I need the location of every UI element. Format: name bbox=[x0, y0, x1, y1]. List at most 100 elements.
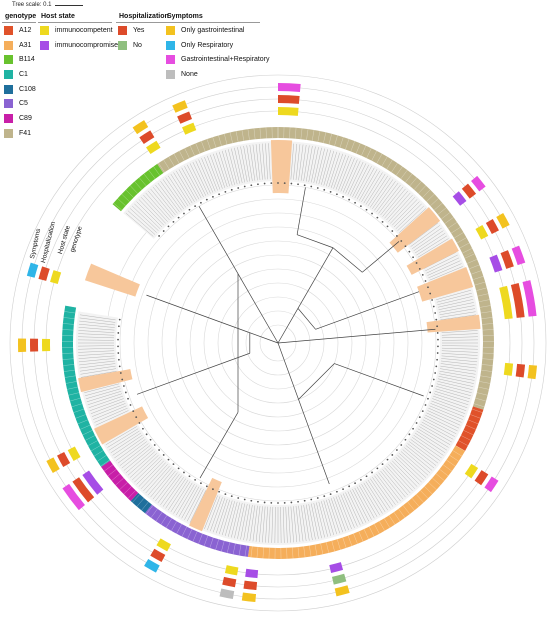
tip-node bbox=[335, 193, 338, 196]
tip-label bbox=[378, 472, 401, 502]
tip-label bbox=[216, 152, 228, 188]
genotype-tick bbox=[476, 392, 488, 396]
genotype-tick bbox=[475, 397, 487, 402]
tip-label bbox=[397, 205, 424, 231]
genotype-tick bbox=[165, 518, 172, 528]
genotype-tick bbox=[471, 408, 483, 413]
tip-label bbox=[419, 426, 451, 445]
tip-label bbox=[354, 166, 372, 199]
genotype-tick bbox=[342, 537, 347, 549]
tip-node bbox=[434, 372, 437, 374]
genotype-tick bbox=[435, 473, 445, 481]
tip-label bbox=[79, 363, 116, 369]
genotype-tick bbox=[218, 135, 222, 146]
tip-node bbox=[365, 475, 368, 478]
genotype-tick bbox=[400, 169, 408, 179]
tip-label bbox=[439, 311, 476, 318]
tip-label bbox=[94, 407, 128, 423]
genotype-tick bbox=[224, 133, 228, 145]
tip-label bbox=[367, 175, 388, 207]
tip-label bbox=[303, 504, 310, 541]
tip-label bbox=[237, 503, 245, 539]
tip-label bbox=[78, 333, 115, 336]
tip-label bbox=[426, 412, 460, 429]
tip-label bbox=[150, 469, 174, 498]
genotype-tick bbox=[209, 537, 214, 549]
tip-label bbox=[365, 481, 386, 512]
tip-node bbox=[371, 212, 373, 215]
legend-label: Gastrointestinal+Respiratory bbox=[181, 56, 270, 64]
tip-node bbox=[132, 410, 135, 413]
tip-label bbox=[397, 455, 424, 481]
genotype-tick bbox=[153, 166, 160, 176]
genotype-tick bbox=[69, 397, 81, 402]
genotype-tick bbox=[262, 547, 264, 559]
tip-node bbox=[431, 299, 434, 301]
tip-label bbox=[85, 388, 121, 399]
tip-label bbox=[338, 495, 352, 530]
legend-label: Only Respiratory bbox=[181, 41, 234, 49]
tree-branch bbox=[199, 273, 239, 479]
tip-node bbox=[421, 273, 424, 276]
tip-label bbox=[290, 506, 294, 543]
genotype-tick bbox=[155, 512, 163, 522]
genotype-tick bbox=[62, 358, 74, 360]
tip-label bbox=[79, 320, 116, 326]
genotype-tick bbox=[432, 477, 441, 486]
genotype-tick bbox=[92, 232, 103, 239]
genotype-tick bbox=[203, 535, 209, 547]
tip-label bbox=[116, 439, 146, 461]
tip-label bbox=[412, 227, 442, 249]
genotype-segment-gap bbox=[65, 204, 121, 308]
genotype-tick bbox=[460, 435, 471, 441]
legend-label: No bbox=[133, 41, 142, 49]
legend-swatch bbox=[166, 40, 175, 50]
genotype-tick bbox=[179, 150, 185, 161]
legend-item-b114: B114 bbox=[2, 52, 36, 67]
tip-label bbox=[274, 506, 276, 543]
tip-label bbox=[147, 190, 172, 219]
tip-label bbox=[340, 494, 355, 528]
tip-label bbox=[335, 155, 349, 190]
tip-label bbox=[109, 430, 140, 451]
tip-label bbox=[78, 353, 115, 356]
tip-node bbox=[435, 365, 438, 368]
tip-label bbox=[246, 504, 253, 541]
tip-label bbox=[361, 484, 380, 516]
legend-swatch bbox=[4, 55, 13, 65]
metadata-mark bbox=[182, 122, 197, 135]
tip-label bbox=[441, 339, 478, 341]
metadata-mark bbox=[485, 219, 499, 235]
tip-label bbox=[121, 445, 151, 469]
tip-label bbox=[429, 266, 463, 281]
tip-label bbox=[345, 492, 361, 526]
genotype-tick bbox=[297, 547, 300, 558]
tip-label bbox=[90, 400, 125, 414]
tip-label bbox=[176, 170, 195, 202]
genotype-tick bbox=[78, 259, 90, 264]
metadata-mark bbox=[156, 538, 171, 552]
genotype-tick bbox=[134, 181, 143, 190]
legend-label: C89 bbox=[19, 114, 32, 122]
highlight-wedge bbox=[406, 238, 459, 275]
tip-node bbox=[257, 183, 259, 186]
tip-label bbox=[184, 166, 202, 199]
tip-node bbox=[348, 198, 351, 201]
tip-label bbox=[330, 153, 343, 188]
tip-label bbox=[433, 393, 469, 405]
tip-label bbox=[157, 474, 180, 504]
tip-node bbox=[127, 397, 129, 400]
genotype-tick bbox=[328, 133, 332, 145]
tip-label bbox=[78, 336, 115, 339]
tree-branch bbox=[332, 241, 400, 273]
tip-label bbox=[252, 505, 258, 542]
metadata-mark bbox=[278, 83, 301, 92]
genotype-tick bbox=[314, 544, 318, 556]
tip-node bbox=[243, 185, 246, 188]
tip-label bbox=[162, 179, 184, 209]
tip-node bbox=[237, 497, 240, 499]
highlight-wedge bbox=[426, 314, 481, 333]
tip-label bbox=[195, 160, 211, 194]
metadata-mark bbox=[18, 338, 27, 353]
tip-node bbox=[437, 345, 439, 348]
